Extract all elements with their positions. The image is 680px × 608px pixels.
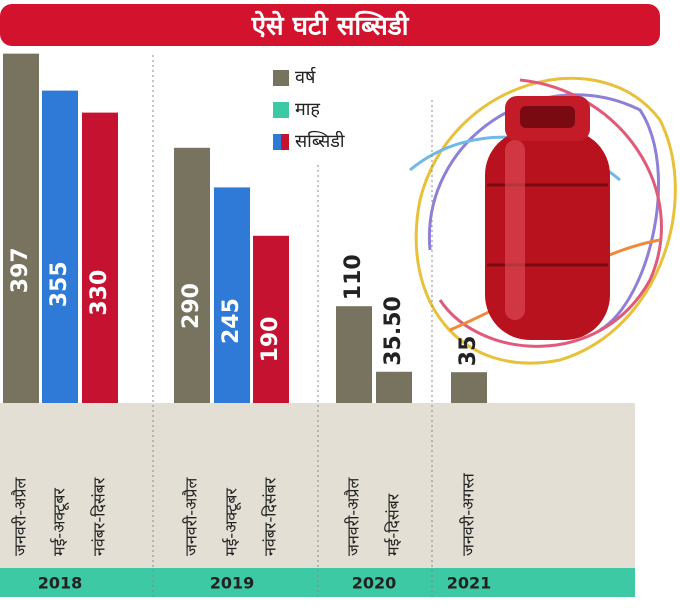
year-band [0,568,635,597]
value-label: 355 [47,261,72,307]
category-label: मई-अक्टूबर [50,488,70,556]
bar [336,306,372,403]
legend-swatch [273,70,289,86]
category-label: जनवरी-अप्रैल [182,477,201,556]
legend-swatch [281,134,289,150]
category-label: जनवरी-अप्रैल [11,477,30,556]
year-label: 2020 [352,574,397,593]
separators [152,55,433,597]
bar [253,235,289,403]
year-label: 2018 [38,574,83,593]
category-label: जनवरी-अप्रैल [344,477,363,556]
category-label: नवंबर-दिसंबर [90,477,109,556]
value-label: 397 [8,247,33,293]
legend-swatch [273,102,289,118]
bar [376,371,412,403]
value-label: 245 [219,298,244,344]
category-label: मई-दिसंबर [384,493,403,556]
bar [214,187,250,403]
bar [42,90,78,403]
bar [3,53,39,403]
legend-label: माह [295,99,320,120]
bar [82,112,118,403]
title-banner [0,4,660,46]
legend-swatch [273,134,281,150]
year-label: 2019 [210,574,255,593]
category-label: मई-अक्टूबर [222,488,242,556]
value-label: 290 [179,283,204,329]
value-label: 190 [258,316,283,362]
category-label: जनवरी-अगस्त [459,472,478,556]
bar [174,147,210,403]
cylinder-illustration [409,76,677,365]
legend-label: वर्ष [295,66,316,88]
value-label: 110 [341,254,366,300]
year-label: 2021 [447,574,492,593]
value-label: 330 [87,270,112,316]
legend-label: सब्सिडी [295,130,345,152]
value-label: 35 [456,336,481,367]
category-label: नवंबर-दिसंबर [261,477,280,556]
bar [451,372,487,403]
value-label: 35.50 [381,296,406,366]
chart-title: ऐसे घटी सब्सिडी [251,11,410,42]
